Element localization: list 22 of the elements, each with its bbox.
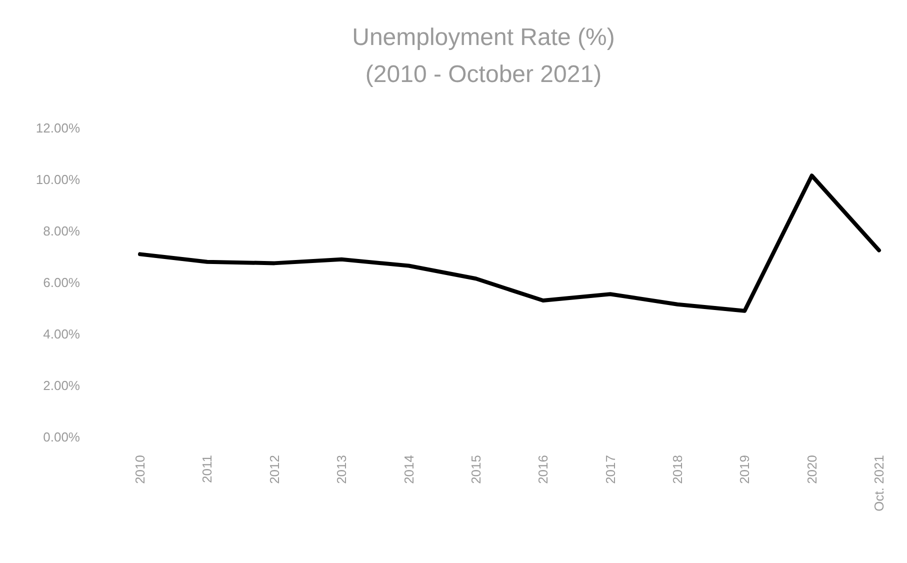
x-tick-label: 2017 [602, 455, 618, 484]
chart-title: Unemployment Rate (%) [352, 24, 615, 51]
y-tick-label: 0.00% [43, 430, 80, 445]
y-tick-label: 2.00% [43, 378, 80, 394]
x-tick-label: Oct. 2021 [872, 455, 887, 512]
y-tick-label: 4.00% [43, 326, 80, 342]
y-tick-label: 6.00% [43, 275, 80, 290]
x-tick-label: 2010 [132, 455, 148, 484]
y-tick-label: 8.00% [43, 224, 80, 239]
x-tick-label: 2012 [266, 455, 282, 484]
y-tick-label: 12.00% [36, 120, 80, 136]
x-tick-label: 2011 [200, 455, 215, 483]
x-tick-label: 2015 [468, 455, 484, 484]
x-tick-label: 2013 [334, 455, 350, 484]
y-tick-label: 10.00% [36, 172, 80, 188]
x-tick-label: 2016 [536, 455, 551, 484]
x-tick-label: 2019 [737, 455, 752, 484]
x-tick-label: 2018 [670, 455, 686, 484]
x-tick-label: 2020 [804, 455, 820, 484]
line-series [138, 174, 881, 313]
x-tick-label: 2014 [401, 455, 416, 484]
chart-subtitle: (2010 - October 2021) [365, 61, 602, 88]
